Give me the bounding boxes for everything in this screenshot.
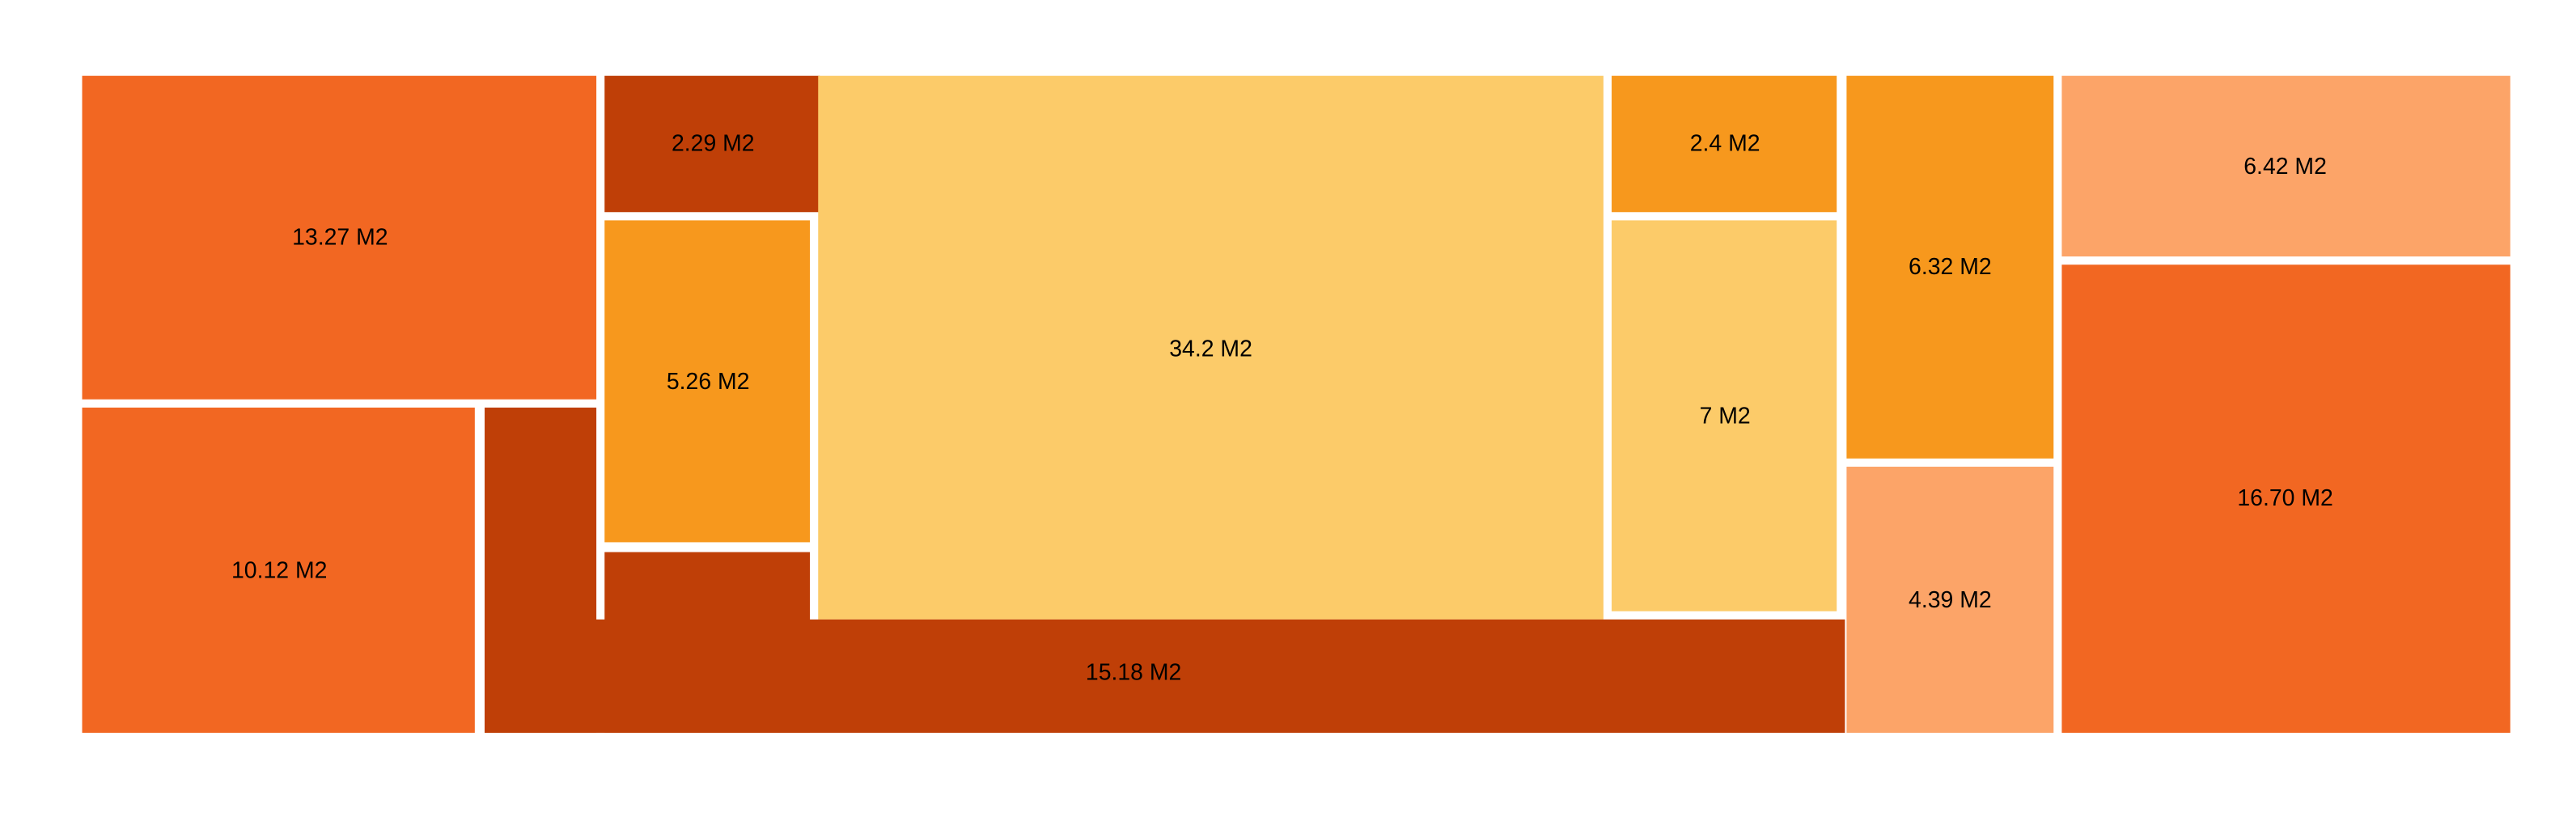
room: 13.27 M2 xyxy=(82,75,597,400)
room-area-label: 15.18 M2 xyxy=(1086,659,1181,685)
room-shape xyxy=(2061,75,2510,257)
room: 15.18 M2 xyxy=(485,407,1845,733)
room-shape xyxy=(82,75,597,400)
room-shape xyxy=(1612,75,1837,213)
room-shape xyxy=(82,407,475,733)
room-shape xyxy=(818,75,1604,620)
room-area-label: 5.26 M2 xyxy=(667,369,750,395)
room-area-label: 7 M2 xyxy=(1700,404,1751,429)
room: 7 M2 xyxy=(1612,220,1837,611)
room-area-label: 10.12 M2 xyxy=(231,557,327,583)
room-area-label: 6.42 M2 xyxy=(2243,154,2327,180)
room-area-label: 16.70 M2 xyxy=(2237,485,2332,511)
room: 34.2 M2 xyxy=(818,75,1604,620)
room-area-label: 13.27 M2 xyxy=(292,224,388,250)
room-area-label: 2.29 M2 xyxy=(672,131,755,157)
room: 16.70 M2 xyxy=(2061,264,2510,733)
room-shape xyxy=(1612,220,1837,611)
room: 10.12 M2 xyxy=(82,407,475,733)
room: 6.42 M2 xyxy=(2061,75,2510,257)
room-shape xyxy=(604,220,811,543)
room-area-label: 4.39 M2 xyxy=(1909,587,1992,613)
room: 5.26 M2 xyxy=(604,220,811,543)
room-shape xyxy=(604,75,820,213)
room: 2.4 M2 xyxy=(1612,75,1837,213)
room-shape xyxy=(485,619,1845,733)
room: 6.32 M2 xyxy=(1846,75,2054,459)
room-area-label: 34.2 M2 xyxy=(1169,336,1252,362)
room: 4.39 M2 xyxy=(1846,467,2054,733)
room: 2.29 M2 xyxy=(604,75,820,213)
room-shape xyxy=(2061,264,2510,733)
room-shape xyxy=(1846,467,2054,733)
room-shape xyxy=(1846,75,2054,459)
room-area-label: 6.32 M2 xyxy=(1909,254,1992,280)
room-area-label: 2.4 M2 xyxy=(1690,131,1760,157)
